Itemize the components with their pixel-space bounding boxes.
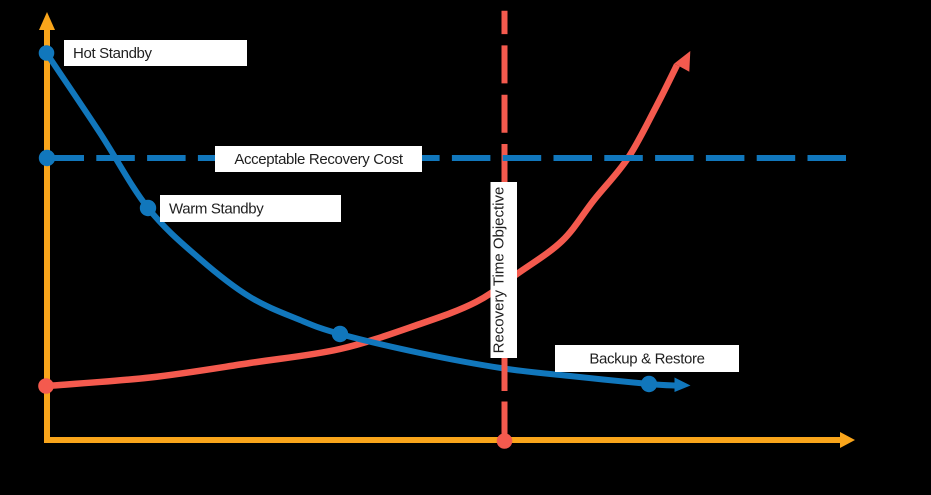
svg-text:Acceptable Recovery Cost: Acceptable Recovery Cost: [234, 151, 404, 168]
svg-text:Backup & Restore: Backup & Restore: [589, 351, 704, 368]
svg-text:Recovery Time Objective: Recovery Time Objective: [491, 187, 508, 354]
svg-text:Hot Standby: Hot Standby: [73, 45, 153, 62]
svg-text:Warm Standby: Warm Standby: [169, 201, 264, 218]
